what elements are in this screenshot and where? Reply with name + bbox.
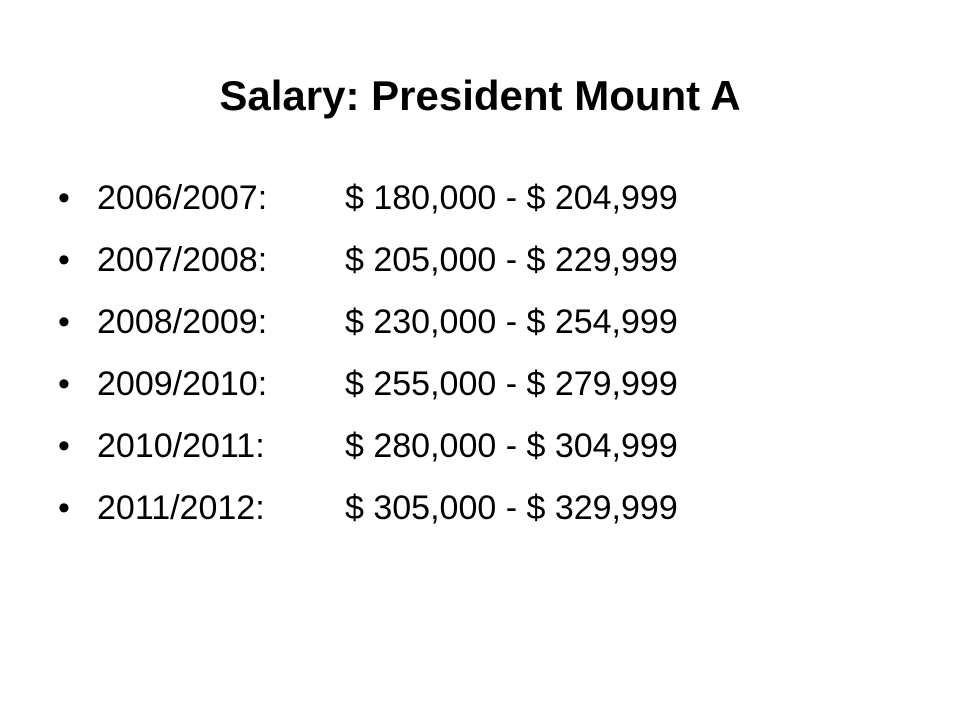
bullet: • [58, 365, 70, 403]
year-label: 2010/2011: [97, 427, 265, 465]
bullet: • [58, 489, 70, 527]
bullet: • [58, 303, 70, 341]
bullet: • [58, 241, 70, 279]
year-label: 2011/2012: [97, 489, 265, 527]
salary-range: $ 305,000 - $ 329,999 [345, 489, 678, 527]
salary-range: $ 180,000 - $ 204,999 [345, 179, 678, 217]
salary-range: $ 230,000 - $ 254,999 [345, 303, 678, 341]
bullet: • [58, 179, 70, 217]
year-label: 2008/2009: [97, 303, 268, 341]
salary-range: $ 205,000 - $ 229,999 [345, 241, 678, 279]
bullet: • [58, 427, 70, 465]
year-label: 2007/2008: [97, 241, 268, 279]
salary-range: $ 255,000 - $ 279,999 [345, 365, 678, 403]
salary-range: $ 280,000 - $ 304,999 [345, 427, 678, 465]
slide-title: Salary: President Mount A [219, 72, 741, 119]
year-label: 2009/2010: [97, 365, 268, 403]
year-label: 2006/2007: [97, 179, 268, 217]
